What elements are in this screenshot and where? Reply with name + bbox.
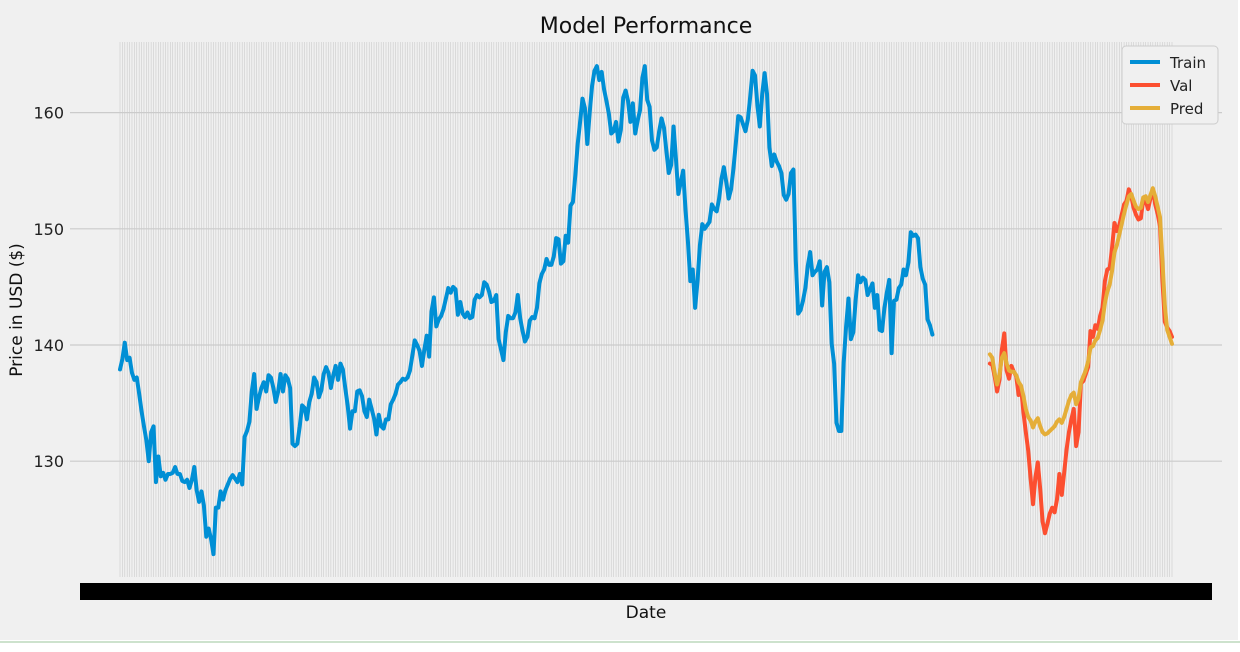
series-layer (118, 64, 1174, 557)
y-tick-label: 130 (33, 452, 64, 471)
y-tick-labels: 130 140 150 160 (33, 104, 64, 472)
x-tick-labels-overlapping (80, 583, 1212, 600)
series-line-train (118, 64, 935, 557)
x-axis-label: Date (626, 603, 667, 623)
y-axis-label: Price in USD ($) (7, 243, 27, 377)
legend-label-pred: Pred (1170, 100, 1203, 118)
legend: Train Val Pred (1121, 45, 1219, 125)
x-tick-labels (80, 583, 1212, 600)
legend-label-val: Val (1170, 77, 1192, 95)
y-tick-label: 140 (33, 336, 64, 355)
legend-box (1121, 45, 1219, 125)
legend-label-train: Train (1169, 54, 1206, 72)
chart-title: Model Performance (540, 14, 752, 39)
series-line-pred (987, 186, 1174, 437)
y-tick-label: 150 (33, 220, 64, 239)
y-tick-label: 160 (33, 104, 64, 123)
